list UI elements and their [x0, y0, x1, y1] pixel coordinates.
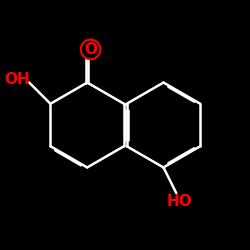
Text: HO: HO [167, 194, 192, 209]
Text: OH: OH [4, 72, 30, 86]
Text: O: O [84, 42, 97, 57]
